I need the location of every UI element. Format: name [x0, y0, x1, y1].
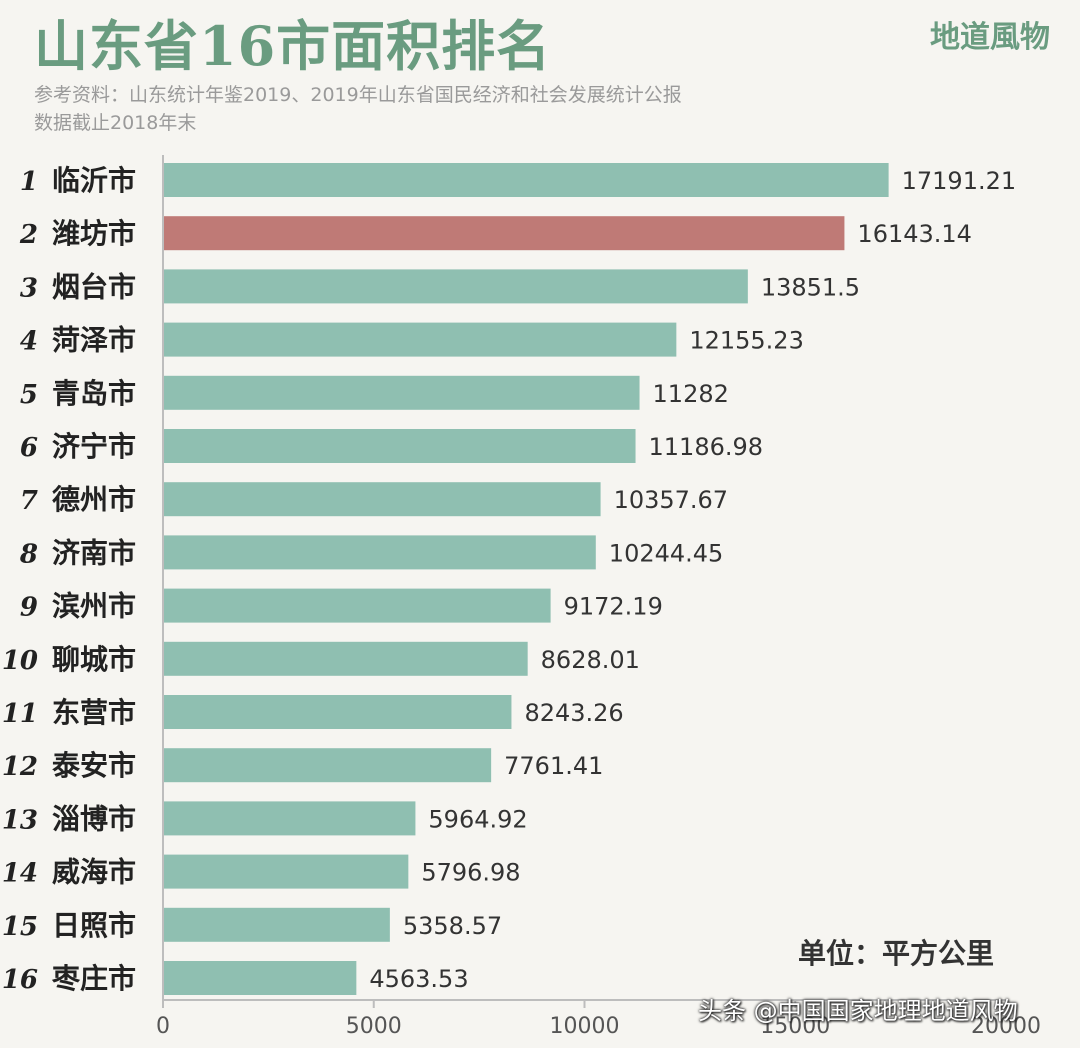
x-tick-label: 10000 [550, 1014, 620, 1039]
data-label: 17191.21 [902, 167, 1017, 195]
category-label: 日照市 [52, 909, 136, 942]
category-label: 德州市 [52, 483, 136, 516]
rank-label: 15 [2, 912, 38, 942]
category-label: 青岛市 [52, 377, 136, 410]
x-tick-label: 20000 [971, 1014, 1041, 1039]
rank-label: 3 [20, 273, 38, 303]
unit-label: 单位：平方公里 [798, 937, 995, 970]
rank-label: 7 [20, 486, 38, 516]
rank-label: 1 [20, 167, 38, 197]
bar [164, 854, 409, 889]
rank-label: 4 [20, 327, 38, 357]
data-label: 5964.92 [428, 805, 527, 833]
data-label: 12155.23 [689, 327, 804, 355]
rank-label: 13 [2, 805, 38, 835]
bar [164, 269, 748, 304]
data-label: 5358.57 [403, 912, 502, 940]
rank-label: 8 [19, 539, 38, 569]
category-label: 潍坊市 [52, 217, 136, 250]
rank-label: 16 [2, 965, 38, 995]
category-label: 淄博市 [52, 802, 136, 835]
rank-label: 5 [20, 380, 38, 410]
category-label: 济南市 [52, 536, 136, 569]
category-label: 泰安市 [52, 749, 136, 782]
data-label: 4563.53 [369, 965, 468, 993]
rank-label: 12 [2, 752, 38, 782]
rank-label: 6 [20, 433, 38, 463]
data-label: 11186.98 [649, 433, 764, 461]
data-label: 8243.26 [524, 699, 623, 727]
data-label: 11282 [653, 380, 729, 408]
category-label: 滨州市 [52, 590, 136, 623]
watermark: 头条 @中国国家地理地道风物 [698, 997, 1018, 1025]
data-label: 10244.45 [609, 539, 724, 567]
bar [164, 216, 845, 251]
category-label: 聊城市 [52, 643, 136, 676]
data-label: 13851.5 [761, 273, 860, 301]
bar [164, 695, 512, 729]
category-label: 菏泽市 [52, 324, 136, 357]
bar [164, 907, 390, 942]
data-label: 9172.19 [564, 593, 663, 621]
bar [164, 961, 357, 995]
x-tick-label: 15000 [760, 1014, 830, 1039]
page-title: 山东省16市面积排名 [34, 14, 552, 78]
bar [164, 641, 528, 676]
rank-label: 9 [20, 593, 38, 623]
category-label: 威海市 [52, 856, 136, 889]
category-label: 东营市 [52, 696, 136, 729]
data-label: 5796.98 [421, 859, 520, 887]
data-label: 16143.14 [857, 220, 972, 248]
bar [164, 748, 492, 783]
rank-label: 11 [2, 699, 38, 729]
x-tick-label: 0 [156, 1014, 170, 1039]
data-label: 10357.67 [614, 486, 729, 514]
data-label: 7761.41 [504, 752, 603, 780]
bar [164, 482, 601, 517]
bar [164, 375, 640, 410]
bar [164, 801, 416, 836]
category-label: 临沂市 [52, 164, 136, 197]
category-label: 济宁市 [52, 430, 136, 463]
bar [164, 163, 889, 197]
rank-label: 2 [19, 220, 38, 250]
bar [164, 322, 677, 357]
data-label: 8628.01 [541, 646, 640, 674]
bar [164, 588, 551, 623]
rank-label: 10 [2, 646, 38, 676]
x-tick-label: 5000 [346, 1014, 402, 1039]
category-label: 枣庄市 [51, 962, 136, 995]
brand-logo: 地道風物 [930, 20, 1050, 55]
source-note: 参考资料：山东统计年鉴2019、2019年山东省国民经济和社会发展统计公报 [34, 84, 682, 106]
bar [164, 429, 636, 463]
bar [164, 535, 596, 570]
data-date-note: 数据截止2018年末 [34, 112, 197, 134]
category-label: 烟台市 [52, 270, 136, 303]
rank-label: 14 [2, 859, 38, 889]
